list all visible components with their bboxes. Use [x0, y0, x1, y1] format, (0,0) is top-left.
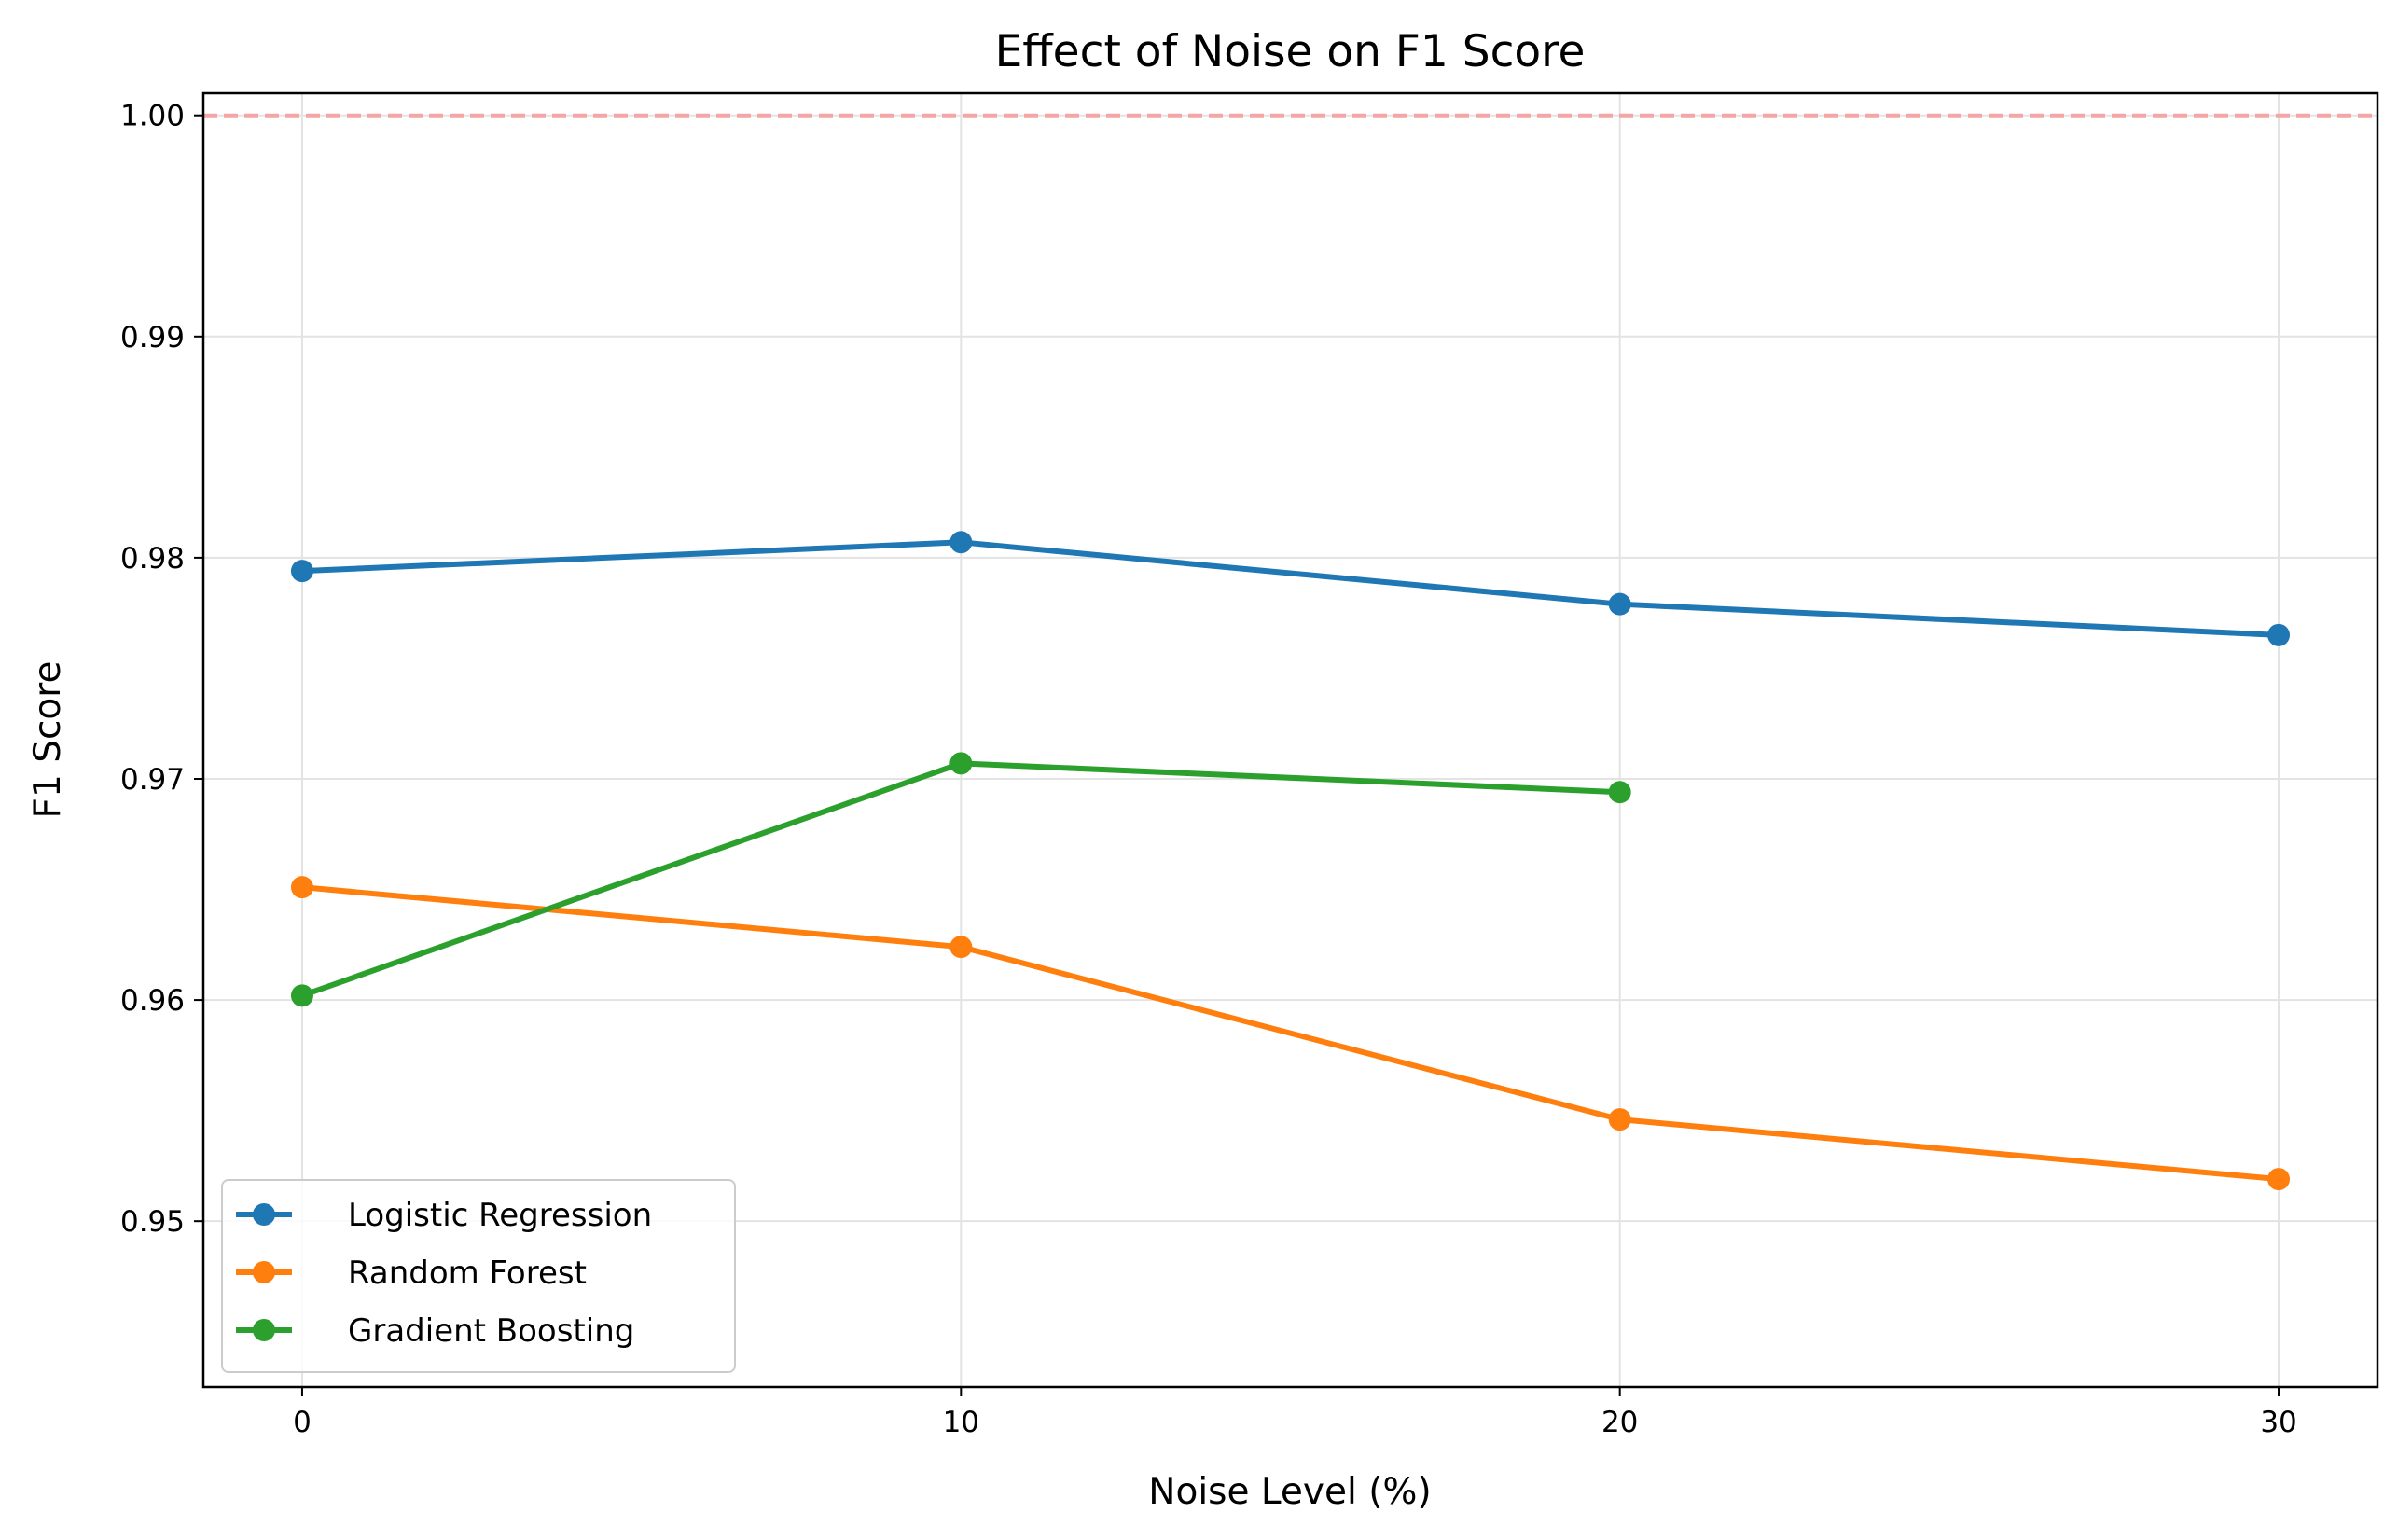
- y-tick-label: 0.96: [120, 984, 185, 1018]
- data-point: [2267, 623, 2291, 646]
- y-tick-label: 0.97: [120, 763, 185, 797]
- legend-marker: [253, 1261, 275, 1283]
- legend-marker: [253, 1319, 275, 1341]
- data-point: [949, 752, 973, 775]
- legend-box: [221, 1179, 736, 1373]
- x-tick-label: 30: [2260, 1406, 2296, 1439]
- legend-marker: [253, 1203, 275, 1226]
- y-tick-label: 0.95: [120, 1205, 185, 1239]
- data-point: [1608, 1108, 1631, 1131]
- x-axis-title: Noise Level (%): [1148, 1471, 1431, 1513]
- series-line: [298, 539, 2282, 638]
- y-tick-label: 1.00: [120, 100, 185, 133]
- y-axis-ticks: 0.95 0.96 0.97 0.98 0.99 1.00: [120, 100, 203, 1239]
- y-axis-title: F1 Score: [27, 661, 69, 819]
- plot-frame: [201, 91, 2379, 1389]
- legend-label: Gradient Boosting: [348, 1312, 634, 1350]
- series-group: [290, 531, 2291, 1191]
- legend-item-logistic-regression: Logistic Regression: [236, 1197, 652, 1234]
- legend-item-random-forest: Random Forest: [236, 1255, 587, 1292]
- data-point: [1608, 592, 1631, 616]
- series-line: [298, 884, 2282, 1183]
- data-point: [949, 936, 973, 959]
- series-logistic-regression: [290, 531, 2291, 646]
- data-point: [290, 984, 313, 1007]
- x-tick-label: 20: [1601, 1406, 1638, 1439]
- x-tick-label: 0: [293, 1406, 312, 1439]
- plot-area-background: [203, 93, 2377, 1387]
- chart-title: Effect of Noise on F1 Score: [995, 26, 1586, 77]
- series-random-forest: [290, 876, 2291, 1191]
- data-point: [949, 531, 973, 554]
- legend-item-gradient-boosting: Gradient Boosting: [236, 1312, 634, 1350]
- x-axis-ticks: 0 10 20 30: [293, 1387, 2297, 1439]
- x-tick-label: 10: [943, 1406, 979, 1439]
- data-point: [290, 876, 313, 899]
- legend-label: Logistic Regression: [348, 1197, 652, 1234]
- legend: Logistic Regression Random Forest Gradient…: [221, 1179, 736, 1373]
- series-gradient-boosting: [290, 752, 1631, 1007]
- legend-label: Random Forest: [348, 1255, 587, 1292]
- data-point: [2267, 1168, 2291, 1191]
- y-tick-label: 0.99: [120, 321, 185, 354]
- y-tick-label: 0.98: [120, 542, 185, 576]
- data-point: [290, 560, 313, 583]
- data-point: [1608, 781, 1631, 804]
